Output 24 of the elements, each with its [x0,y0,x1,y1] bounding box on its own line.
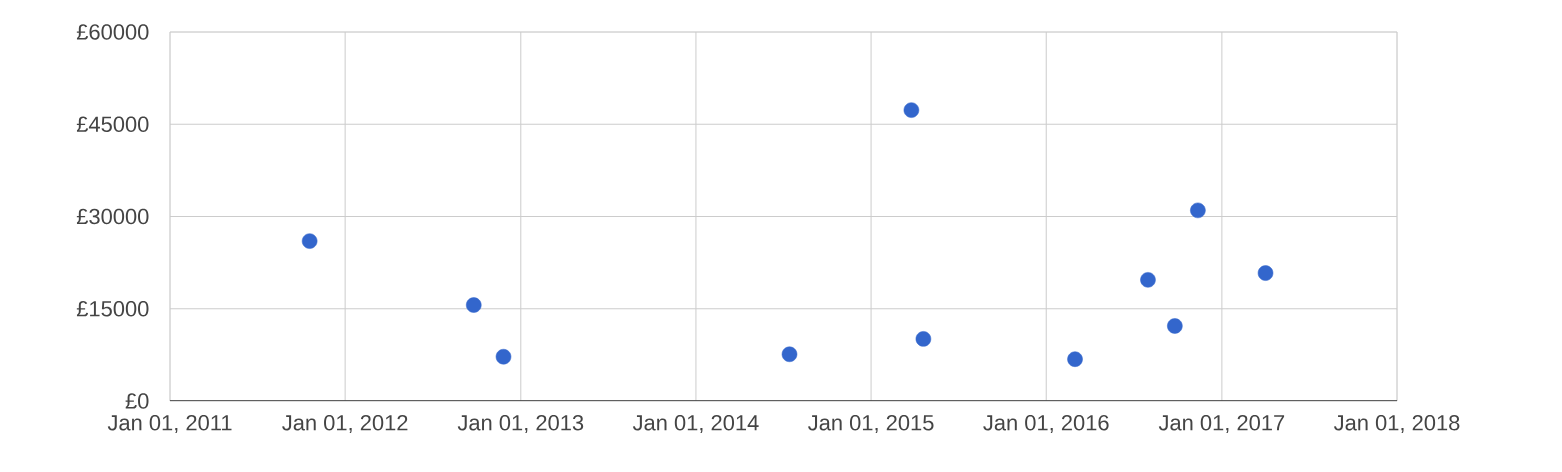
x-tick-label: Jan 01, 2018 [1333,414,1460,434]
y-tick-label: £60000 [76,24,149,40]
point [781,346,798,362]
y-tick-label: £30000 [76,208,149,225]
point [1257,265,1274,281]
y-tick-label: £0 [125,393,149,409]
y-tick-label: £15000 [76,300,149,317]
point [495,348,512,365]
point [915,331,932,347]
x-tick-label: Jan 01, 2014 [632,414,759,434]
point [301,233,318,249]
point [903,102,920,118]
point [1067,351,1083,367]
x-tick-label: Jan 01, 2011 [107,414,232,434]
x-tick-label: Jan 01, 2016 [983,414,1109,434]
point [1167,318,1183,334]
point [466,297,482,313]
x-tick-label: Jan 01, 2012 [282,414,408,434]
x-tick-label: Jan 01, 2017 [1158,414,1285,434]
x-tick-label: Jan 01, 2015 [808,414,934,434]
y-tick-label: £45000 [76,116,149,133]
point [1140,272,1156,288]
x-tick-label: Jan 01, 2013 [457,414,584,434]
point [1190,202,1206,219]
